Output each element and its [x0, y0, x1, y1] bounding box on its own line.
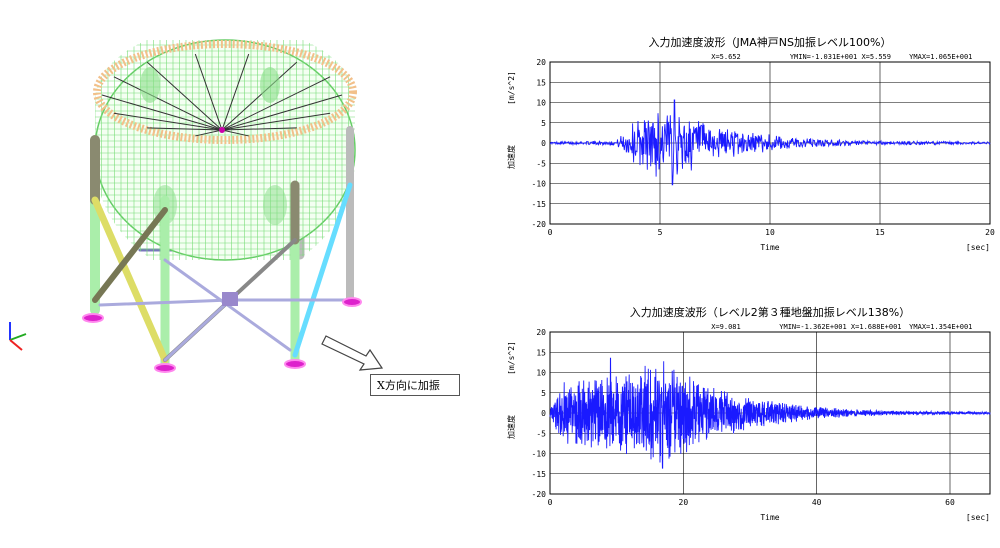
- excitation-direction-label: X方向に加振: [370, 374, 460, 396]
- x-tick-label: 0: [548, 498, 553, 507]
- chart-info-ymin: YMIN=-1.362E+001 X=1.688E+001: [779, 323, 901, 331]
- chart-title: 入力加速度波形（レベル2第３種地盤加振レベル138%）: [630, 305, 910, 319]
- y-tick-label: -10: [532, 450, 547, 459]
- chart-info-ymin: YMIN=-1.031E+001 X=5.559: [790, 53, 891, 61]
- x-tick-label: 20: [679, 498, 689, 507]
- x-tick-label: 0: [548, 228, 553, 237]
- sphere-shell: [93, 39, 357, 261]
- y-axis-unit: [m/s^2]: [507, 341, 516, 375]
- y-tick-label: 20: [536, 58, 546, 67]
- y-axis-label: 加速度: [506, 415, 516, 439]
- x-tick-label: 10: [765, 228, 775, 237]
- excitation-arrow-icon: [321, 335, 384, 371]
- tank-fem-model: [9, 39, 384, 373]
- chart-info-x: X=5.652: [711, 53, 741, 61]
- chart-info-ymax: YMAX=1.354E+001: [909, 323, 972, 331]
- x-axis-label: Time: [760, 243, 779, 252]
- chart-title: 入力加速度波形（JMA神戸NS加振レベル100%）: [649, 35, 892, 49]
- y-tick-label: -20: [532, 220, 547, 229]
- x-tick-label: 5: [658, 228, 663, 237]
- waveform-series: [550, 99, 991, 186]
- y-tick-label: 0: [541, 139, 546, 148]
- y-tick-label: -15: [532, 470, 547, 479]
- base-pads: [82, 297, 362, 373]
- x-axis-unit: [sec]: [966, 243, 990, 252]
- waveform-chart-kobe: 入力加速度波形（JMA神戸NS加振レベル100%） X=5.652 YMIN=-1.…: [500, 30, 995, 265]
- y-axis-label: 加速度: [506, 145, 516, 169]
- y-tick-label: -5: [536, 159, 546, 168]
- y-tick-label: -10: [532, 180, 547, 189]
- x-tick-label: 60: [945, 498, 955, 507]
- x-tick-label: 20: [985, 228, 995, 237]
- y-tick-label: 0: [541, 409, 546, 418]
- y-tick-label: 10: [536, 369, 546, 378]
- y-tick-label: 5: [541, 389, 546, 398]
- y-tick-label: 10: [536, 99, 546, 108]
- y-tick-label: -5: [536, 429, 546, 438]
- x-axis-label: Time: [760, 513, 779, 522]
- waveform-chart-level2: 入力加速度波形（レベル2第３種地盤加振レベル138%） X=9.081 YMIN=-…: [500, 300, 995, 535]
- y-tick-label: 15: [536, 348, 546, 357]
- chart-info-ymax: YMAX=1.065E+001: [909, 53, 972, 61]
- front-structure: [90, 126, 354, 370]
- axis-triad-icon: [9, 322, 27, 351]
- x-axis-unit: [sec]: [966, 513, 990, 522]
- y-tick-label: 15: [536, 78, 546, 87]
- waveform-series: [549, 357, 991, 469]
- y-tick-label: 20: [536, 328, 546, 337]
- x-tick-label: 40: [812, 498, 822, 507]
- y-axis-unit: [m/s^2]: [507, 71, 516, 105]
- chart-info-x: X=9.081: [711, 323, 741, 331]
- x-tick-label: 15: [875, 228, 885, 237]
- y-tick-label: -20: [532, 490, 547, 499]
- y-tick-label: -15: [532, 200, 547, 209]
- y-tick-label: 5: [541, 119, 546, 128]
